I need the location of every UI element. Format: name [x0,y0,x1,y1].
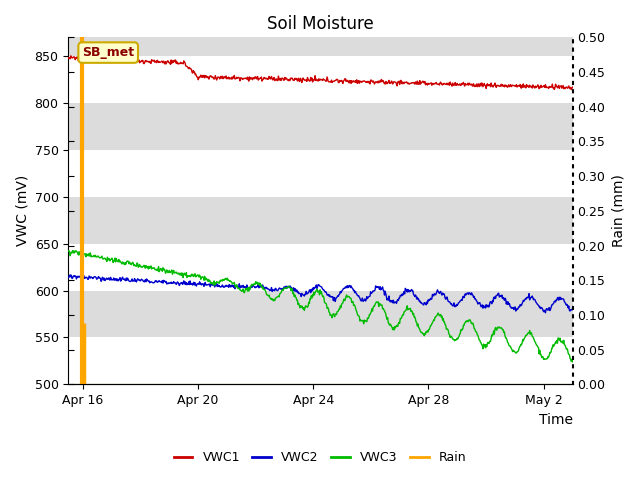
Bar [68,150,573,197]
Bar [68,103,573,150]
Bar [68,290,573,337]
Y-axis label: VWC (mV): VWC (mV) [15,175,29,246]
X-axis label: Time: Time [539,413,573,427]
Bar [68,197,573,244]
Bar [68,244,573,290]
Legend: VWC1, VWC2, VWC3, Rain: VWC1, VWC2, VWC3, Rain [169,446,471,469]
Text: SB_met: SB_met [82,46,134,59]
Bar [68,337,573,384]
Bar [68,56,573,103]
Title: Soil Moisture: Soil Moisture [267,15,374,33]
Y-axis label: Rain (mm): Rain (mm) [611,174,625,247]
